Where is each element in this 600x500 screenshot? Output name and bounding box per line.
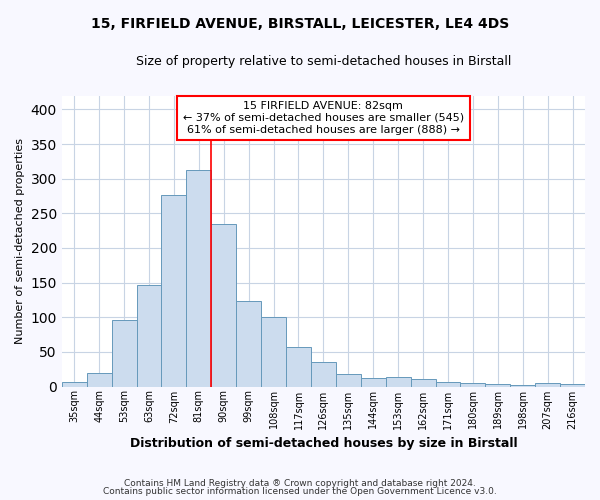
Bar: [286, 347, 311, 387]
Bar: [535, 383, 560, 386]
Text: Contains public sector information licensed under the Open Government Licence v3: Contains public sector information licen…: [103, 487, 497, 496]
Bar: [410, 379, 436, 386]
Bar: [137, 284, 161, 386]
Bar: [510, 385, 535, 386]
Bar: [336, 374, 361, 386]
Bar: [361, 378, 386, 386]
Text: 15 FIRFIELD AVENUE: 82sqm
← 37% of semi-detached houses are smaller (545)
61% of: 15 FIRFIELD AVENUE: 82sqm ← 37% of semi-…: [183, 102, 464, 134]
Bar: [211, 224, 236, 386]
Bar: [311, 362, 336, 386]
Title: Size of property relative to semi-detached houses in Birstall: Size of property relative to semi-detach…: [136, 55, 511, 68]
Text: 15, FIRFIELD AVENUE, BIRSTALL, LEICESTER, LE4 4DS: 15, FIRFIELD AVENUE, BIRSTALL, LEICESTER…: [91, 18, 509, 32]
Bar: [560, 384, 585, 386]
Y-axis label: Number of semi-detached properties: Number of semi-detached properties: [15, 138, 25, 344]
Bar: [112, 320, 137, 386]
Bar: [460, 383, 485, 386]
Bar: [485, 384, 510, 386]
Text: Contains HM Land Registry data ® Crown copyright and database right 2024.: Contains HM Land Registry data ® Crown c…: [124, 478, 476, 488]
Bar: [161, 194, 187, 386]
X-axis label: Distribution of semi-detached houses by size in Birstall: Distribution of semi-detached houses by …: [130, 437, 517, 450]
Bar: [236, 300, 261, 386]
Bar: [62, 382, 87, 386]
Bar: [187, 170, 211, 386]
Bar: [386, 377, 410, 386]
Bar: [261, 317, 286, 386]
Bar: [436, 382, 460, 386]
Bar: [87, 374, 112, 386]
